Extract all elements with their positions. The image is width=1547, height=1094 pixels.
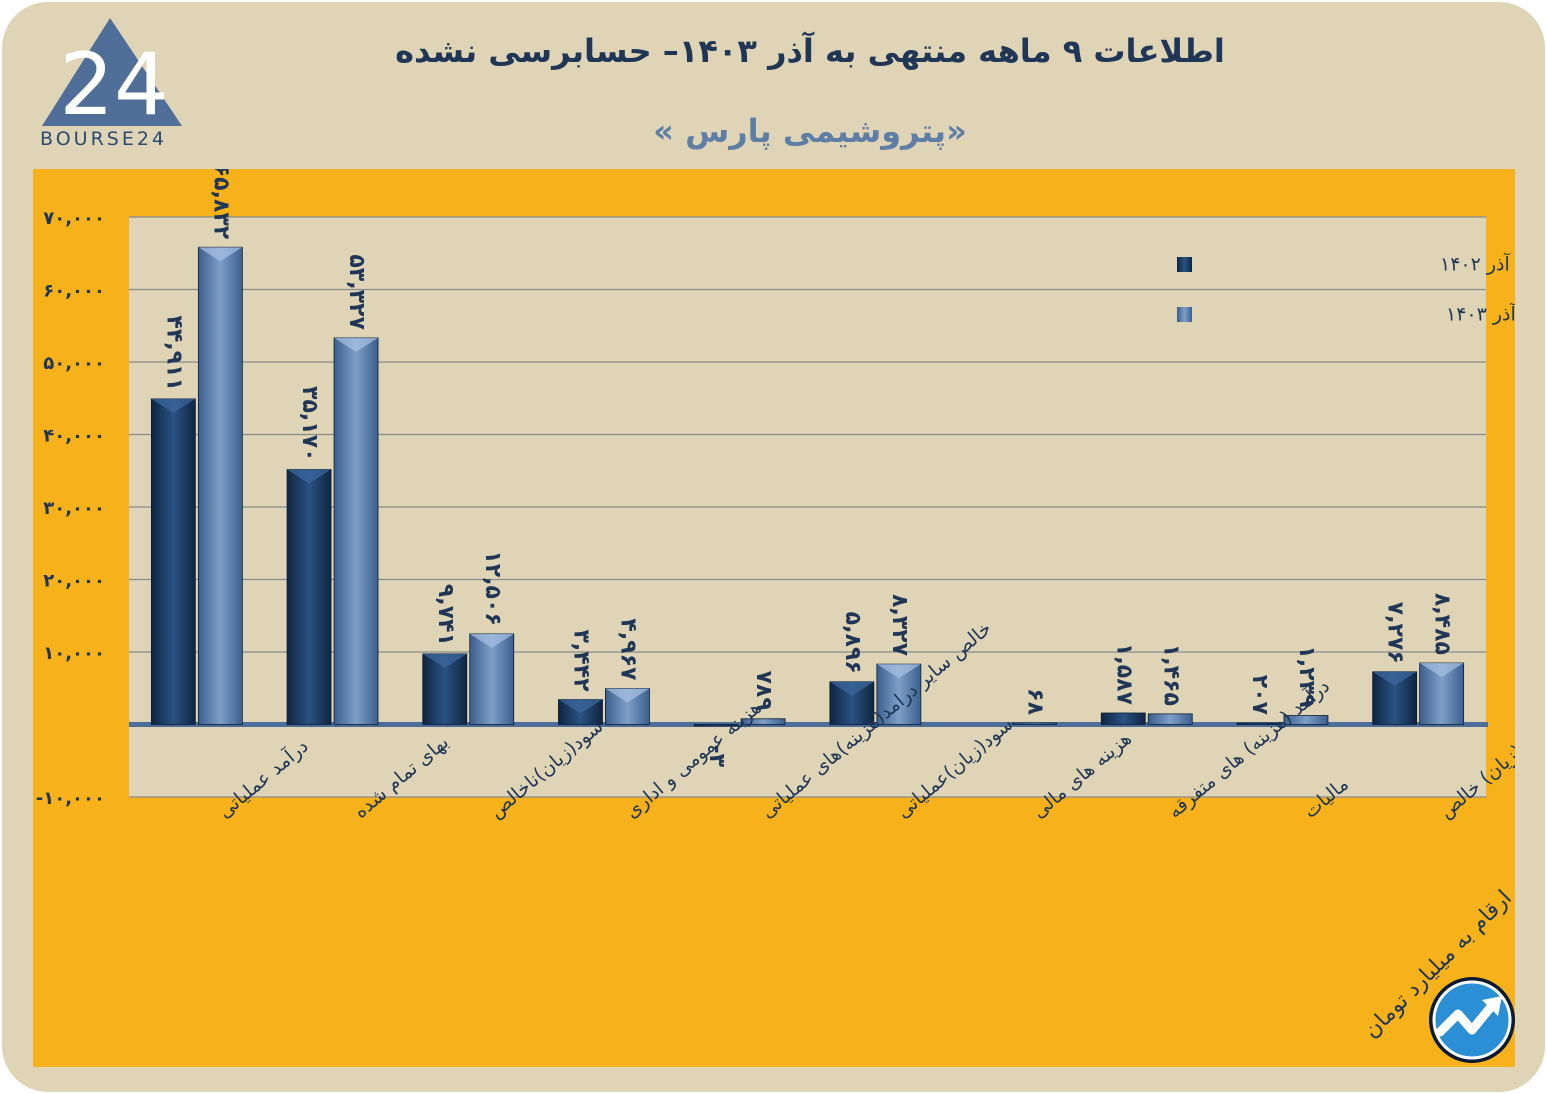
data-label: ۸,۴۸۵	[1430, 593, 1455, 655]
page-title: اطلاعات ۹ ماهه منتهی به آذر ۱۴۰۳– حسابرس…	[395, 32, 1225, 70]
bar-bevel	[287, 469, 332, 484]
y-tick-label: ۱۰,۰۰۰	[43, 643, 105, 664]
data-label: ۱,۲۳۹	[1294, 645, 1319, 707]
data-label: ۶۵,۸۳۲	[208, 169, 233, 240]
chart-panel: -۱۰,۰۰۰ ۱۰,۰۰۰ ۲۰,۰۰۰ ۳۰,۰۰۰ ۴۰,۰۰۰ ۵۰,۰۰۰ ۶۰,…	[33, 169, 1515, 1067]
y-tick-label: -۱۰,۰۰۰	[36, 788, 105, 809]
y-tick-label: ۵۰,۰۰۰	[43, 353, 105, 374]
data-label: ۴,۹۶۷	[615, 618, 640, 681]
bar-bevel	[334, 337, 379, 352]
bourse24-logo: 24	[42, 18, 182, 135]
bar-1403	[740, 718, 786, 725]
bar-1402	[150, 398, 196, 725]
legend-swatch-1403	[1177, 307, 1192, 322]
data-label: ۲۰۷	[1247, 675, 1272, 716]
bar-1403	[1283, 715, 1329, 725]
data-label: ۸,۳۲۷	[887, 594, 912, 657]
data-label: ۳,۴۴۲	[568, 629, 593, 692]
data-label: -۳	[704, 745, 729, 768]
legend: عملکرد منتهی به آذر ۱۴۰۲ عملکرد منتهی به…	[1177, 252, 1515, 326]
bar-bevel	[876, 664, 921, 679]
bar-1403	[197, 246, 243, 725]
legend-label-1403: عملکرد منتهی به آذر ۱۴۰۳	[1446, 302, 1515, 326]
bar-bevel	[1419, 662, 1464, 677]
bars	[150, 246, 1465, 727]
data-label: ۱,۴۶۵	[1158, 644, 1183, 706]
bar-bevel	[151, 398, 196, 413]
page-subtitle: «پتروشیمی پارس »	[653, 112, 967, 150]
data-label: ۹,۷۴۱	[433, 584, 458, 646]
bar-bevel	[469, 633, 514, 648]
bar-1403	[1012, 722, 1057, 725]
data-label: ۶۸	[1023, 688, 1048, 715]
bar-1403	[333, 337, 379, 725]
bar-bevel	[422, 653, 467, 668]
bar-1403	[1147, 713, 1193, 725]
data-labels: ۴۴,۹۱۱ ۳۵,۱۷۰ ۹,۷۴۱ ۳,۴۴۲ -۳ ۵,۸۹۶ ۱,۵۸۷ ۲۰۷ ۷,۲…	[161, 169, 1454, 768]
logo-number: 24	[59, 35, 168, 135]
y-tick-label: ۴۰,۰۰۰	[43, 426, 105, 447]
data-label: ۷,۲۷۶	[1383, 602, 1408, 664]
bar-1402	[286, 469, 332, 725]
data-label: ۷۸۹	[751, 670, 776, 710]
y-tick-label: ۳۰,۰۰۰	[43, 498, 105, 519]
bar-bevel	[1372, 671, 1417, 686]
bar-chart: -۱۰,۰۰۰ ۱۰,۰۰۰ ۲۰,۰۰۰ ۳۰,۰۰۰ ۴۰,۰۰۰ ۵۰,۰۰۰ ۶۰,…	[36, 169, 1515, 823]
logo-text: BOURSE24	[40, 128, 168, 150]
data-label: ۵,۸۹۶	[840, 612, 865, 674]
y-tick-label: ۲۰,۰۰۰	[43, 571, 105, 592]
data-label: ۱۲,۵۰۶	[480, 550, 505, 626]
bar-bevel	[605, 688, 650, 703]
trend-badge-icon	[1429, 977, 1515, 1063]
data-label: ۴۴,۹۱۱	[161, 315, 186, 391]
data-label: ۳۵,۱۷۰	[297, 386, 322, 462]
bar-bevel	[198, 247, 243, 262]
bar-1402	[693, 724, 739, 727]
y-axis: -۱۰,۰۰۰ ۱۰,۰۰۰ ۲۰,۰۰۰ ۳۰,۰۰۰ ۴۰,۰۰۰ ۵۰,۰۰۰ ۶۰,…	[36, 208, 105, 809]
bar-bevel	[558, 699, 603, 714]
y-tick-label: ۷۰,۰۰۰	[43, 208, 105, 229]
y-tick-label: ۶۰,۰۰۰	[43, 281, 105, 302]
legend-label-1402: عملکرد منتهی به آذر ۱۴۰۲	[1440, 252, 1515, 276]
bar-1402	[1236, 722, 1282, 725]
bar-1403	[469, 633, 515, 725]
data-label: ۱,۵۸۷	[1111, 643, 1136, 706]
data-label: ۵۳,۳۲۷	[344, 254, 369, 330]
bar-1402	[1100, 712, 1146, 725]
bar-bevel	[829, 681, 874, 696]
legend-swatch-1402	[1177, 257, 1192, 272]
